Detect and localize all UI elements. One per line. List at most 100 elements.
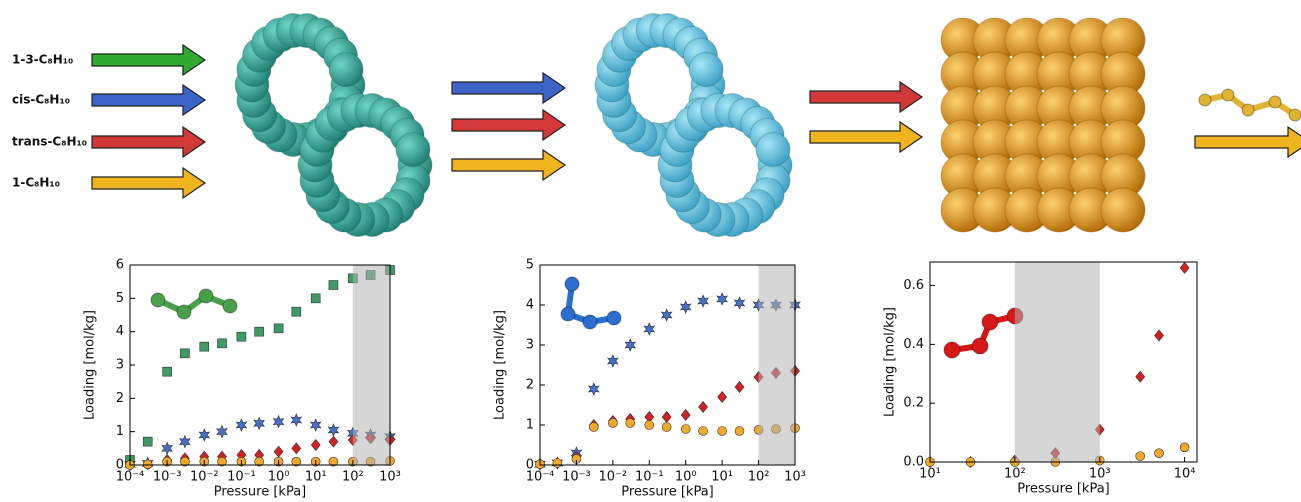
atom <box>944 342 960 358</box>
figure: 1-3-C₈H₁₀ cis-C₈H₁₀ trans-C₈H₁₀ 1-C₈H₁₀ … <box>0 0 1301 502</box>
illustration <box>92 14 1301 358</box>
atom <box>177 305 191 319</box>
point <box>217 426 227 438</box>
point <box>589 423 598 432</box>
sphere <box>689 53 723 87</box>
x-tick-label: 10⁻¹ <box>227 470 256 485</box>
atom <box>565 277 579 291</box>
atom <box>982 314 998 330</box>
x-tick-label: 10⁻³ <box>562 470 591 485</box>
point <box>291 414 301 426</box>
point <box>180 349 189 358</box>
point <box>717 293 727 305</box>
y-axis-label: Loading [mol/kg] <box>83 310 98 420</box>
x-tick-label: 10¹ <box>305 470 327 485</box>
x-tick-label: 10² <box>342 470 364 485</box>
atom <box>607 311 621 325</box>
point <box>292 307 301 316</box>
sphere <box>329 53 363 87</box>
y-tick-label: 0 <box>526 458 534 473</box>
point <box>608 419 617 428</box>
point <box>273 416 283 428</box>
x-tick-label: 10² <box>1004 467 1026 482</box>
point <box>645 421 654 430</box>
chart: 10¹10²10³10⁴0.00.20.40.6Pressure [kPa]Lo… <box>883 262 1198 497</box>
point <box>735 427 744 436</box>
point <box>734 297 744 309</box>
shaded-region <box>759 265 795 465</box>
reactant-label: cis-C₈H₁₀ <box>12 93 70 107</box>
point <box>625 339 635 351</box>
x-tick-label: 10² <box>748 470 770 485</box>
atom <box>583 315 597 329</box>
point <box>644 323 654 335</box>
bond <box>158 296 230 312</box>
point <box>329 436 338 447</box>
point <box>662 412 671 423</box>
point <box>218 339 227 348</box>
atom <box>199 289 213 303</box>
x-tick-label: 10⁻² <box>599 470 628 485</box>
point <box>553 459 562 468</box>
point <box>1136 452 1145 461</box>
x-tick-label: 10³ <box>1089 467 1111 482</box>
atom <box>1269 96 1281 108</box>
sphere <box>756 133 790 167</box>
point <box>662 423 671 432</box>
x-axis-label: Pressure [kPa] <box>621 485 714 500</box>
atom <box>1222 89 1234 101</box>
arrow <box>452 73 565 103</box>
x-tick-label: 10⁻² <box>190 470 219 485</box>
x-axis-label: Pressure [kPa] <box>214 485 307 500</box>
point <box>681 425 690 434</box>
y-tick-label: 2 <box>116 391 124 406</box>
arrow <box>92 127 205 157</box>
atom <box>1199 94 1211 106</box>
y-tick-label: 5 <box>116 291 124 306</box>
point <box>1136 371 1145 382</box>
y-tick-label: 3 <box>526 338 534 353</box>
point <box>143 437 152 446</box>
arrow <box>810 122 922 152</box>
reactant-labels: 1-3-C₈H₁₀ cis-C₈H₁₀ trans-C₈H₁₀ 1-C₈H₁₀ <box>12 53 87 190</box>
atom <box>972 338 988 354</box>
y-tick-label: 2 <box>526 378 534 393</box>
reactant-label: trans-C₈H₁₀ <box>12 135 87 149</box>
point <box>199 429 209 441</box>
point <box>698 295 708 307</box>
atom <box>1289 109 1301 121</box>
arrow <box>92 45 205 75</box>
arrow <box>452 110 565 140</box>
x-tick-label: 10³ <box>784 470 806 485</box>
y-tick-label: 5 <box>526 258 534 273</box>
y-tick-label: 3 <box>116 358 124 373</box>
arrow <box>1195 127 1301 157</box>
point <box>661 309 671 321</box>
point <box>1180 262 1189 273</box>
point <box>162 442 172 454</box>
shaded-region <box>353 265 390 465</box>
y-tick-label: 0.6 <box>903 278 924 293</box>
point <box>608 355 618 367</box>
atom <box>151 293 165 307</box>
y-tick-label: 0.0 <box>903 455 924 470</box>
reactant-label: 1-3-C₈H₁₀ <box>12 53 73 67</box>
point <box>274 446 283 457</box>
point <box>311 419 321 431</box>
shaded-region <box>1015 262 1100 462</box>
point <box>681 410 690 421</box>
point <box>718 427 727 436</box>
x-axis-label: Pressure [kPa] <box>1017 482 1110 497</box>
y-tick-label: 0.4 <box>903 337 924 352</box>
point <box>163 367 172 376</box>
point <box>1155 330 1164 341</box>
x-tick-label: 10³ <box>379 470 401 485</box>
point <box>180 436 190 448</box>
x-tick-label: 10¹ <box>711 470 733 485</box>
point <box>626 419 635 428</box>
sphere <box>396 133 430 167</box>
point <box>255 327 264 336</box>
atom <box>561 307 575 321</box>
point <box>699 427 708 436</box>
